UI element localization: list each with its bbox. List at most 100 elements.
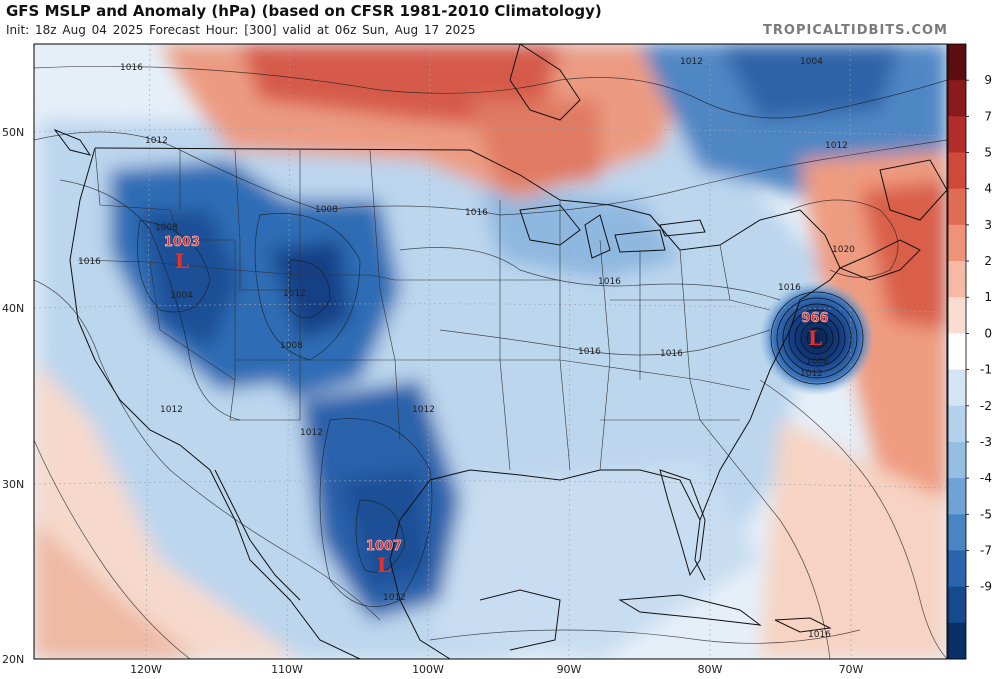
colorbar-label: 0 [984,326,992,340]
isobar-label: 1012 [300,428,323,438]
florida [659,469,706,577]
isobar-label: 1004 [170,291,193,301]
isobar-label: 1012 [800,369,823,379]
isobar-label: 1008 [280,341,303,351]
colorbar-swatch [948,441,966,479]
subtitle: Init: 18z Aug 04 2025 Forecast Hour: [30… [6,23,476,37]
low-value: 1003 [164,235,200,250]
cuba [618,594,762,626]
colorbar-swatch [948,586,966,624]
colorbar-label: -1 [980,363,992,377]
state-borders [77,147,771,471]
low-symbol: L [377,553,391,577]
low-pressure-centers: 1003 L 1007 L 966 L [164,235,829,577]
isobar-label: 1016 [465,208,488,218]
anomaly-field [34,44,947,659]
us-canada-border [94,147,841,269]
isobar-label: 1016 [808,630,831,640]
mexico-coast [389,559,451,659]
colorbar-label: -5 [980,507,992,521]
low-value: 966 [801,311,828,326]
great-lakes [519,204,706,259]
low-value: 1007 [366,539,402,554]
gulf-coast [389,469,706,581]
colorbar-swatch [948,297,966,334]
lon-label: 120W [130,663,162,676]
newfoundland [879,159,947,221]
forecast-hour: Forecast Hour: [300] [149,23,277,37]
isobar-label: 1016 [598,277,621,287]
colorbar-swatch [948,44,966,81]
baja-peninsula [214,469,301,601]
colorbar-label: -2 [980,399,992,413]
colorbar-label: -4 [980,471,992,485]
isobar-label: 1012 [383,593,406,603]
isobar-label: 1008 [155,223,178,233]
lon-label: 70W [839,663,864,676]
lat-label: 50N [2,126,24,139]
colorbar-swatch [948,622,966,660]
init-time: Init: 18z Aug 04 2025 [6,23,144,37]
isobar-label: 1016 [120,63,143,73]
colorbar-swatch [948,369,966,407]
colorbar-swatch [948,80,966,117]
colorbar-label: -7 [980,543,992,557]
lat-label: 20N [2,653,24,666]
isobar-label: 1008 [315,205,338,215]
isobar-label: 1012 [825,141,848,151]
longitude-labels: 120W 110W 100W 90W 80W 70W [130,663,863,676]
west-coast [69,147,361,659]
vancouver-island [53,128,92,156]
isobar-label: 1016 [78,257,101,267]
colorbar-swatch [948,188,966,226]
hispaniola [774,617,832,633]
isobar-label: 1012 [283,289,306,299]
geographic-boundaries [53,44,947,659]
map-frame [33,43,948,660]
colorbar-label: -3 [980,435,992,449]
low-atlantic: 966 L [801,311,829,350]
colorbar-swatch [948,116,966,154]
isobar-label: 1008 [806,357,829,367]
hudson-bay [509,44,581,121]
lat-label: 40N [2,302,24,315]
colorbar-label: 7 [984,109,992,123]
isobar-label: 1012 [680,57,703,67]
lon-label: 110W [271,663,303,676]
isobar-label: 1016 [778,283,801,293]
colorbar-label: 2 [984,254,992,268]
nova-scotia [838,239,921,281]
colorbar-label: 1 [984,290,992,304]
lat-label: 30N [2,478,24,491]
isobar-label: 1016 [578,347,601,357]
colorbar-swatch [948,478,966,515]
grid-lines [34,44,947,659]
colorbar-label: 3 [984,218,992,232]
colorbar-swatch [948,333,966,371]
colorbar-label: 5 [984,146,992,160]
colorbar: 9 7 5 4 3 2 1 0 -1 -2 -3 -4 -5 -7 -9 [947,43,992,660]
colorbar-swatch [948,224,966,262]
isobar-label: 1004 [800,57,823,67]
isobar-label: 1012 [160,405,183,415]
colorbar-frame [947,43,967,660]
lon-label: 80W [698,663,723,676]
colorbar-swatch [948,405,966,443]
colorbar-swatch [948,550,966,588]
isobar-label: 1020 [832,245,855,255]
lon-label: 100W [412,663,444,676]
colorbar-label: 4 [984,182,992,196]
low-symbol: L [175,249,189,273]
isobar-label: 1012 [412,405,435,415]
isobar-labels: 1016 1012 1008 1004 1008 1008 1012 1012 … [78,57,855,640]
low-mexico: 1007 L [366,539,403,577]
yucatan [479,589,561,651]
latitude-labels: 50N 40N 30N 20N [2,126,24,666]
isobar-label: 1012 [145,136,168,146]
chart-title: GFS MSLP and Anomaly (hPa) (based on CFS… [6,2,602,20]
east-coast [699,267,841,521]
atlantic-low-rings [770,291,864,385]
valid-time: valid at 06z Sun, Aug 17 2025 [282,23,476,37]
colorbar-swatch [948,152,966,190]
